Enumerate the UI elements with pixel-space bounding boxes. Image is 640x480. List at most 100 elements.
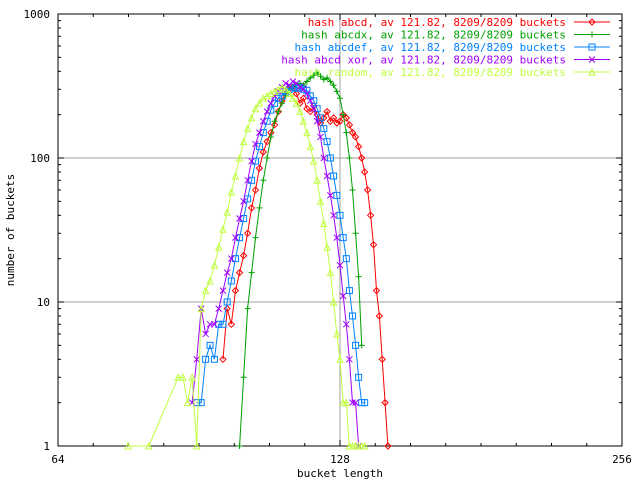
- data-point: [313, 176, 321, 184]
- data-point: [320, 76, 327, 83]
- data-point: [358, 342, 365, 349]
- data-point: [259, 117, 267, 125]
- data-point: [375, 312, 384, 320]
- data-point: [309, 157, 318, 165]
- data-point: [320, 154, 328, 162]
- data-point: [270, 121, 279, 129]
- data-point: [342, 114, 351, 122]
- data-point: [243, 124, 252, 133]
- legend-item: hash abcd, av 121.82, 8209/8209 buckets: [308, 16, 610, 29]
- data-point: [348, 128, 357, 137]
- data-point: [330, 172, 338, 180]
- x-tick-label: 256: [612, 453, 632, 466]
- y-tick-label: 1000: [24, 8, 51, 21]
- data-point: [320, 125, 328, 133]
- data-point: [223, 269, 231, 276]
- data-point: [296, 80, 303, 87]
- data-point: [349, 399, 356, 407]
- data-point: [259, 129, 267, 137]
- data-point: [323, 138, 331, 146]
- data-point: [206, 341, 214, 349]
- data-point: [281, 85, 290, 93]
- data-point: [188, 373, 196, 381]
- data-point: [363, 186, 372, 194]
- data-point: [240, 374, 247, 381]
- data-point: [310, 105, 318, 113]
- data-point: [260, 177, 267, 184]
- legend-item: hash abcdx, av 121.82, 8209/8209 buckets: [301, 29, 610, 42]
- data-point: [263, 137, 271, 146]
- series-4: [188, 78, 362, 450]
- data-point: [243, 229, 252, 238]
- data-point: [329, 297, 338, 306]
- data-point: [244, 195, 252, 203]
- data-point: [248, 157, 255, 165]
- data-point: [219, 287, 227, 294]
- data-point: [343, 129, 350, 136]
- legend-item: hash abcdef, av 121.82, 8209/8209 bucket…: [294, 41, 610, 54]
- data-point: [339, 234, 347, 242]
- data-point: [360, 441, 369, 450]
- legend-swatch-marker: [588, 67, 596, 76]
- data-point: [210, 355, 218, 363]
- data-point: [252, 140, 259, 148]
- data-point: [346, 155, 353, 161]
- data-point: [231, 171, 240, 180]
- legend-swatch-marker: [588, 18, 596, 26]
- y-axis-label: number of buckets: [4, 174, 17, 287]
- data-point: [354, 142, 363, 151]
- data-point: [316, 114, 324, 122]
- data-point: [324, 74, 331, 81]
- data-point: [345, 287, 353, 295]
- data-point: [219, 225, 227, 233]
- data-point: [267, 99, 275, 107]
- data-point: [240, 197, 247, 205]
- data-point: [244, 176, 251, 184]
- data-point: [192, 441, 201, 450]
- y-tick-label: 100: [30, 152, 50, 165]
- data-point: [251, 186, 260, 194]
- data-point: [124, 441, 132, 450]
- data-point: [251, 104, 260, 113]
- series-layer: [124, 69, 392, 450]
- data-point: [232, 234, 239, 241]
- data-point: [342, 255, 350, 263]
- series-line: [239, 72, 363, 447]
- data-point: [316, 197, 325, 205]
- legend-item: hash random, av 121.82, 8209/8209 bucket…: [294, 66, 610, 79]
- data-point: [326, 192, 334, 199]
- data-point: [323, 243, 331, 251]
- y-tick-label: 1: [43, 440, 50, 453]
- data-point: [292, 89, 301, 98]
- data-point: [333, 119, 341, 127]
- legend-label: hash abcd, av 121.82, 8209/8209 buckets: [308, 16, 566, 29]
- data-point: [357, 154, 366, 162]
- data-point: [349, 186, 356, 193]
- data-point: [263, 108, 271, 115]
- data-point: [292, 99, 301, 107]
- data-point: [351, 133, 360, 141]
- legend: hash abcd, av 121.82, 8209/8209 bucketsh…: [281, 16, 610, 79]
- data-point: [236, 215, 243, 222]
- data-point: [219, 320, 227, 328]
- axis-ticks: 64 128 256 1 10 100 1000: [24, 8, 632, 466]
- data-point: [255, 164, 264, 172]
- data-point: [303, 78, 310, 85]
- data-point: [274, 94, 282, 102]
- data-point: [227, 320, 236, 329]
- data-point: [174, 373, 183, 381]
- data-point: [201, 286, 210, 295]
- data-point: [215, 305, 223, 312]
- y-tick-label: 10: [37, 296, 50, 309]
- data-point: [223, 208, 231, 216]
- data-point: [235, 268, 244, 277]
- data-point: [239, 137, 248, 146]
- data-point: [323, 107, 331, 116]
- data-point: [327, 78, 334, 85]
- data-point: [384, 442, 392, 450]
- data-point: [275, 108, 282, 115]
- data-point: [372, 286, 381, 295]
- legend-swatch-marker: [589, 31, 595, 38]
